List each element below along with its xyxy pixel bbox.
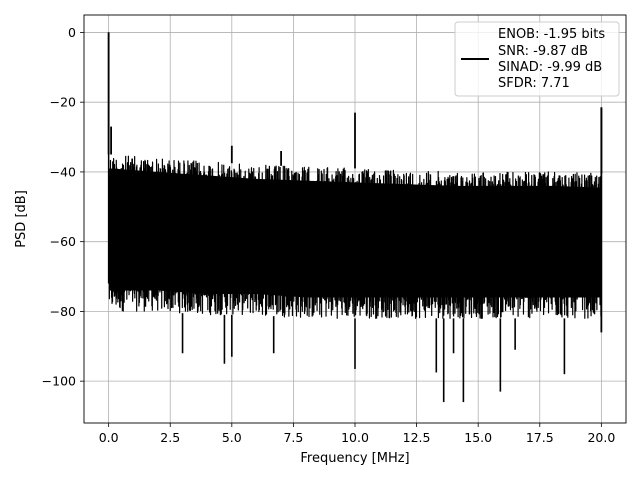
x-tick-label: 10.0 (341, 430, 369, 445)
legend-entry-sinad: SINAD: -9.99 dB (498, 60, 602, 75)
legend-entry-sfdr: SFDR: 7.71 (498, 76, 570, 91)
x-tick-label: 20.0 (587, 430, 615, 445)
x-tick-label: 15.0 (464, 430, 492, 445)
y-axis-label: PSD [dB] (14, 190, 29, 248)
y-tick-label: −100 (42, 374, 76, 389)
psd-trace-group (107, 32, 603, 403)
legend-entry-enob: ENOB: -1.95 bits (498, 27, 605, 42)
x-tick-label: 12.5 (403, 430, 431, 445)
legend-entry-snr: SNR: -9.87 dB (498, 44, 588, 59)
x-tick-label: 5.0 (222, 430, 242, 445)
x-tick-label: 0.0 (99, 430, 119, 445)
legend: ENOB: -1.95 bits SNR: -9.87 dB SINAD: -9… (454, 21, 620, 97)
legend-box (454, 21, 620, 97)
y-tick-label: −20 (50, 95, 76, 110)
x-tick-label: 2.5 (160, 430, 180, 445)
y-tick-label: 0 (68, 25, 76, 40)
psd-trace-body (109, 154, 602, 298)
y-tick-label: −80 (50, 304, 76, 319)
x-axis-label: Frequency [MHz] (300, 451, 409, 466)
x-tick-label: 7.5 (283, 430, 303, 445)
y-axis-ticks: 0 −20 −40 −60 −80 −100 (42, 25, 84, 389)
y-tick-label: −60 (50, 234, 76, 249)
x-axis-ticks: 0.0 2.5 5.0 7.5 10.0 12.5 15.0 17.5 20.0 (99, 423, 615, 445)
y-tick-label: −40 (50, 164, 76, 179)
x-tick-label: 17.5 (526, 430, 554, 445)
